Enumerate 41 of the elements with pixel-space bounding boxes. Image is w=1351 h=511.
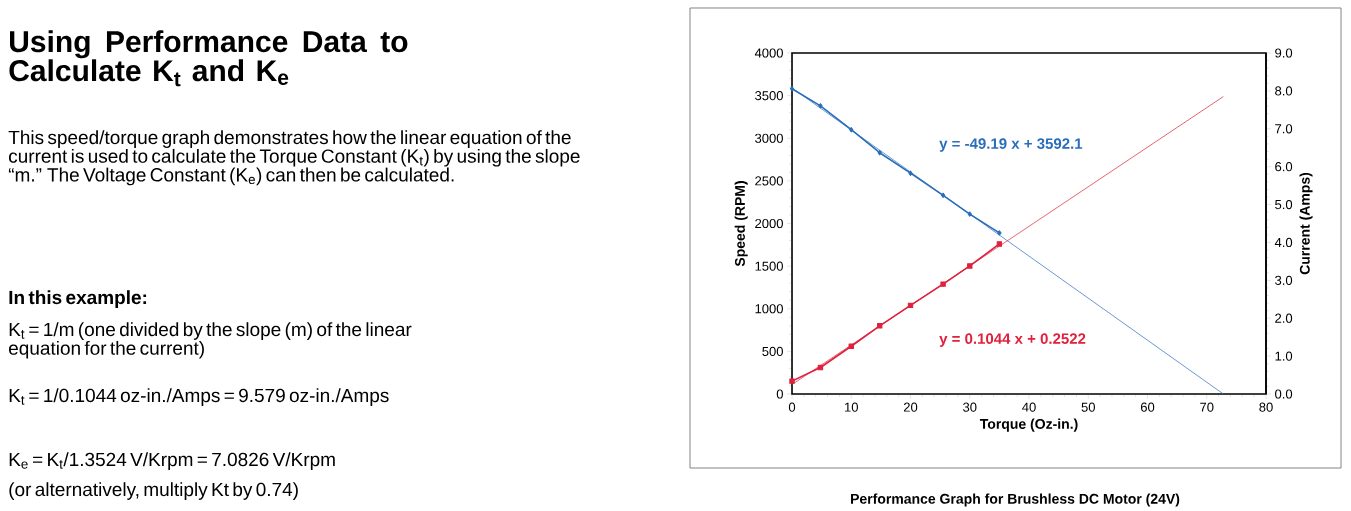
y-tick-label: 0 — [776, 389, 783, 399]
x-axis-title: Torque (Oz-in.) — [979, 418, 1078, 432]
x-tick-label: 20 — [903, 402, 918, 412]
y2-tick-label: 1.0 — [1275, 351, 1293, 361]
x-tick-label: 40 — [1022, 402, 1036, 412]
text: K$_{e}$ = K$_{t}$/1.3524 V/Krpm = 7.0826 V/Krpm — [9, 452, 335, 470]
y2-tick-label: 8.0 — [1275, 86, 1293, 96]
y2-tick-label: 2.0 — [1275, 313, 1293, 323]
y2-tick-label: 7.0 — [1275, 124, 1293, 134]
x-tick-label: 10 — [845, 402, 858, 412]
y-tick-label: 3500 — [755, 91, 783, 101]
text: (or alternatively, multiply Kt by 0.74) — [9, 482, 298, 500]
x-tick-label: 80 — [1259, 402, 1273, 412]
x-tick-label: 60 — [1140, 402, 1155, 412]
text: In this example: — [9, 290, 147, 308]
x-tick-label: 30 — [963, 402, 977, 412]
annotation: y = 0.1044 x + 0.2522 — [939, 333, 1086, 347]
y-tick-label: 1500 — [755, 261, 783, 271]
y-tick-label: 500 — [762, 346, 783, 356]
y2-tick-label: 9.0 — [1275, 48, 1293, 58]
text: This speed/torque graph demonstrates how the linear equation of the current is used to calculate the Torque Constant (K$_{t}$) by using the slope “m.” The Voltage Constant (K$_{e}$) can then be calculated. — [8, 130, 580, 186]
y2-tick-label: 0.0 — [1275, 389, 1293, 399]
y-tick-label: 1000 — [755, 304, 783, 314]
y2-tick-label: 3.0 — [1275, 275, 1293, 285]
y-tick-label: 3000 — [755, 133, 783, 143]
y2-tick-label: 6.0 — [1275, 162, 1293, 172]
y-axis-title: Speed (RPM) — [734, 181, 748, 267]
x-tick-label: 50 — [1081, 402, 1095, 412]
y-tick-label: 4000 — [754, 48, 783, 58]
text: K$_{t}$ = 1/0.1044 oz-in./Amps = 9.579 oz-in./Amps — [9, 388, 389, 406]
y2-axis-title: Current (Amps) — [1299, 172, 1313, 275]
text: K$_{t}$ = 1/m (one divided by the slope (m) of the linear equation for the current) — [9, 322, 412, 359]
text: Performance Graph for Brushless DC Motor (24V) — [851, 493, 1180, 507]
x-tick-label: 70 — [1200, 402, 1214, 412]
annotation: y = -49.19 x + 3592.1 — [939, 138, 1083, 152]
text: Using Performance Data to Calculate K$_{t}$ and K$_{e}$ — [9, 30, 408, 87]
x-tick-label: 0 — [788, 402, 796, 412]
y2-tick-label: 4.0 — [1274, 237, 1293, 248]
y2-tick-label: 5.0 — [1275, 199, 1293, 210]
y-tick-label: 2500 — [755, 176, 783, 186]
y-tick-label: 2000 — [755, 218, 783, 229]
